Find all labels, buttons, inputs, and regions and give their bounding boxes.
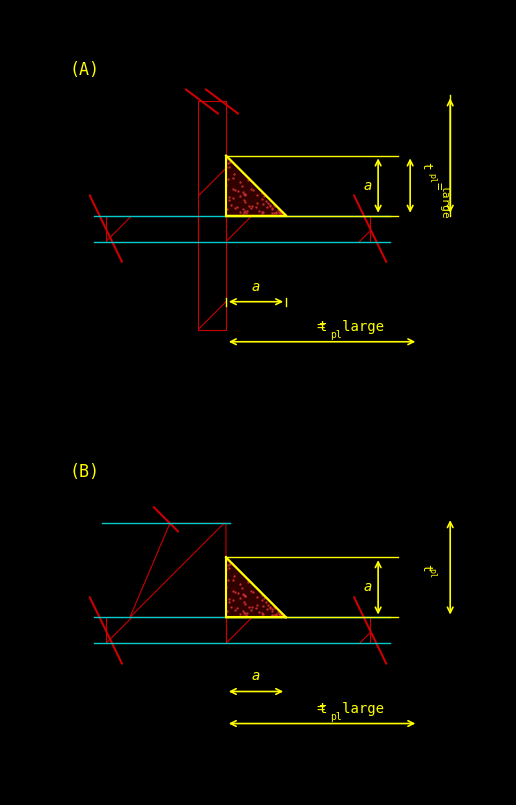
Text: =  large: = large [317,701,383,716]
Polygon shape [226,155,286,216]
Text: pl: pl [330,330,342,340]
Text: t: t [420,162,433,169]
Text: pl: pl [330,712,342,721]
Text: t: t [318,320,326,334]
Text: a: a [364,179,373,192]
Text: pl: pl [428,172,437,183]
Text: a: a [252,670,260,683]
Polygon shape [226,557,286,617]
Text: t: t [318,701,326,716]
Text: =: = [432,182,445,189]
Text: a: a [252,279,260,294]
Text: (A): (A) [70,61,100,80]
Text: t: t [420,564,433,571]
Text: (B): (B) [70,463,100,481]
Text: =  large: = large [317,320,383,334]
Text: pl: pl [428,568,437,578]
Text: a: a [364,580,373,594]
Text: large: large [439,184,449,218]
